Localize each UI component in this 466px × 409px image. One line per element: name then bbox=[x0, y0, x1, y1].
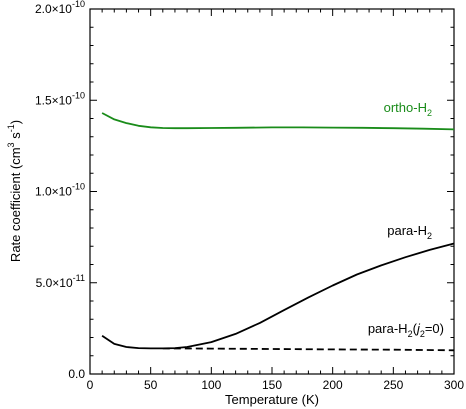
x-tick-label: 300 bbox=[444, 378, 464, 392]
y-tick-label: 1.0×10-10 bbox=[35, 182, 85, 199]
series-lines bbox=[101, 112, 455, 352]
axis-ticks bbox=[89, 8, 455, 375]
series-label-para: para-H2 bbox=[387, 223, 432, 241]
x-axis-label: Temperature (K) bbox=[225, 392, 319, 407]
series-line-para_j0 bbox=[162, 347, 455, 352]
x-tick-label: 50 bbox=[144, 378, 158, 392]
y-tick-label: 5.0×10-11 bbox=[36, 273, 85, 290]
x-tick-label: 0 bbox=[87, 378, 94, 392]
series-line-ortho bbox=[101, 112, 455, 131]
plot-frame bbox=[89, 8, 455, 375]
series-labels: ortho-H2 para-H2 para-H2(j2=0) bbox=[368, 100, 444, 339]
y-axis-label: Rate coefficient (cm3 s-1) bbox=[6, 120, 23, 262]
x-tick-label: 150 bbox=[262, 378, 282, 392]
x-tick-label: 200 bbox=[323, 378, 343, 392]
y-tick-label: 0.0 bbox=[68, 367, 85, 381]
y-tick-label: 1.5×10-10 bbox=[35, 90, 85, 107]
x-tick-label: 250 bbox=[383, 378, 403, 392]
y-tick-label: 2.0×10-10 bbox=[35, 0, 85, 16]
series-label-ortho: ortho-H2 bbox=[384, 100, 432, 118]
x-tick-label: 100 bbox=[201, 378, 221, 392]
tick-labels: 0 50 100 150 200 250 300 0.0 5.0×10-11 1.0×10-10 1… bbox=[35, 0, 464, 392]
series-label-para_j0: para-H2(j2=0) bbox=[368, 321, 444, 339]
series-line-para bbox=[101, 242, 455, 350]
